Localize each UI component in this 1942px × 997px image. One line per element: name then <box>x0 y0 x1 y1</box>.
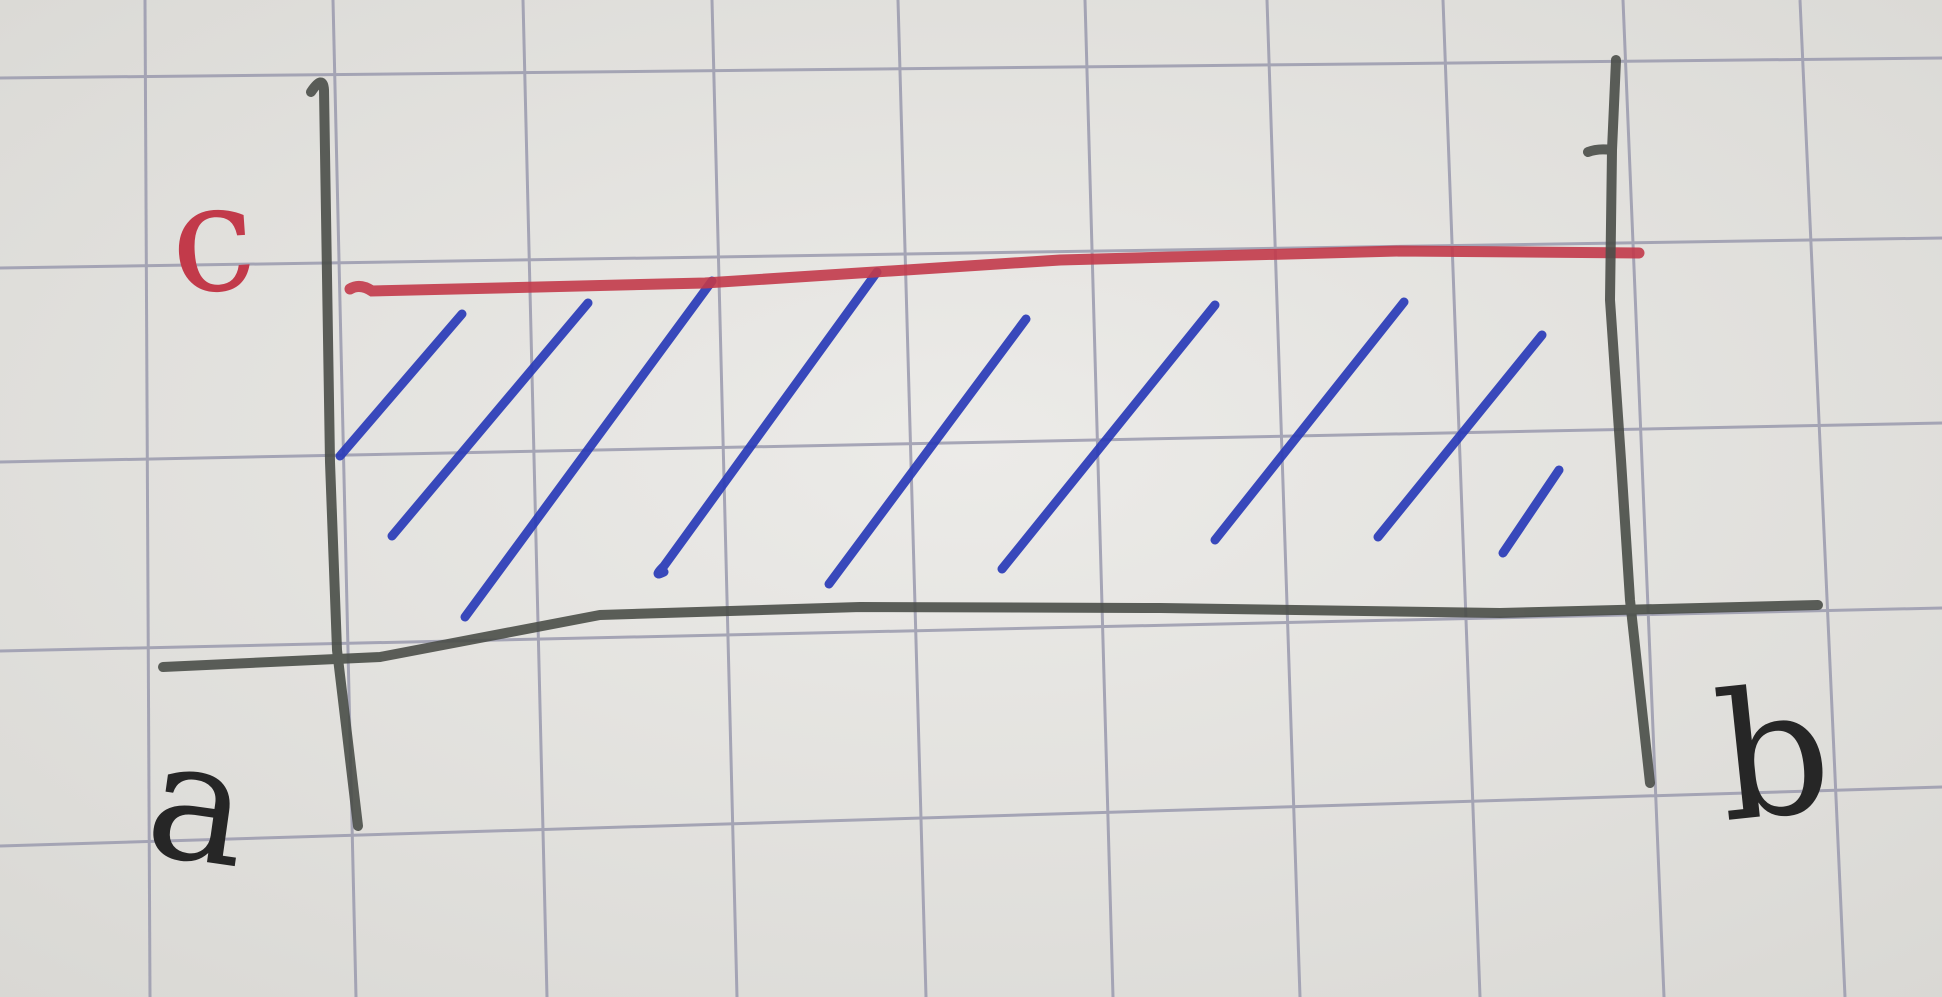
hatch-stroke <box>1210 297 1409 545</box>
hatch-stroke <box>335 309 467 461</box>
label-c: c <box>165 149 261 328</box>
hatch-stroke <box>997 300 1220 574</box>
label-b: b <box>1707 648 1840 862</box>
grid-vertical-line <box>1265 0 1302 997</box>
grid-vertical-line <box>1798 0 1847 997</box>
grid-vertical-line <box>1441 0 1482 997</box>
upper-bound-line-c <box>344 245 1645 297</box>
hatch-stroke <box>1373 330 1547 542</box>
grid-vertical-line <box>331 0 358 997</box>
grid-vertical-line <box>1621 0 1666 997</box>
hatch-stroke <box>1498 465 1564 558</box>
grid-vertical-line <box>143 0 152 997</box>
grid-horizontal-line <box>0 606 1942 653</box>
vertical-line-b <box>1583 55 1655 788</box>
grid-vertical-line <box>896 0 928 997</box>
vertical-line-a <box>306 77 363 831</box>
hatch-stroke <box>653 267 882 579</box>
grid-vertical-line <box>1083 0 1115 997</box>
pencil-bounds <box>158 55 1823 831</box>
hatch-stroke <box>460 276 717 622</box>
horizontal-axis-line <box>158 600 1823 672</box>
hatch-stroke <box>387 298 593 541</box>
grid-horizontal-line <box>0 785 1942 848</box>
shaded-region-hatching <box>335 267 1564 622</box>
hatch-stroke <box>824 314 1031 589</box>
grid-vertical-line <box>710 0 739 997</box>
